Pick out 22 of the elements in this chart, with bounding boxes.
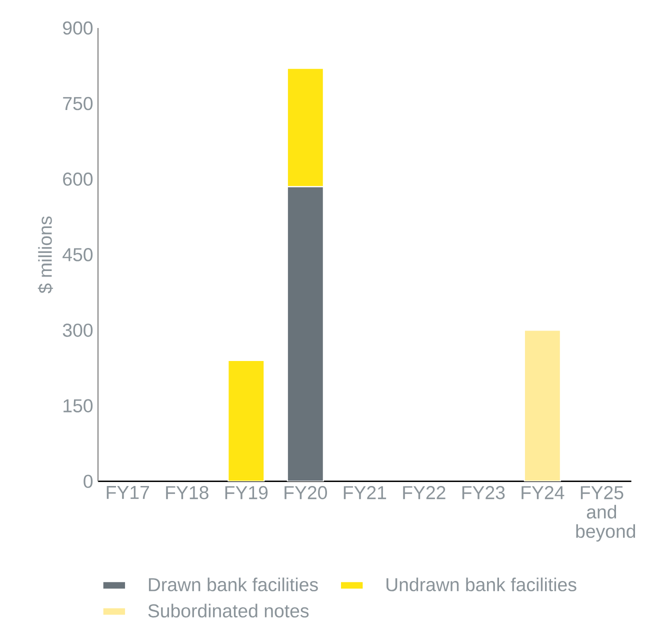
y-tick-label: 900	[63, 21, 93, 35]
y-tick-label: 750	[63, 96, 93, 110]
legend-label: Drawn bank facilities	[148, 578, 318, 592]
legend-label: Subordinated notes	[148, 604, 309, 618]
x-tick-label: FY24	[522, 486, 564, 500]
x-tick-label: FY25 and beyond	[576, 486, 636, 542]
x-tick-label: FY17	[106, 486, 150, 499]
x-tick-label: FY22	[403, 486, 446, 500]
x-tick-label: FY21	[344, 486, 386, 500]
y-tick-label: 0	[84, 474, 93, 488]
y-tick-label: 300	[62, 324, 93, 337]
x-tick-label: FY20	[284, 486, 327, 500]
y-tick-label: 450	[62, 248, 93, 262]
x-tick-label: FY19	[225, 486, 268, 500]
y-tick-label: 150	[64, 399, 93, 412]
y-axis-title: $ millions	[38, 216, 53, 294]
bar	[228, 360, 265, 482]
y-tick-label: 600	[63, 172, 93, 186]
x-tick-label: FY18	[166, 486, 208, 500]
bar	[286, 68, 324, 188]
x-tick-label: FY23	[462, 486, 505, 500]
legend-label: Undrawn bank facilities	[386, 578, 576, 592]
